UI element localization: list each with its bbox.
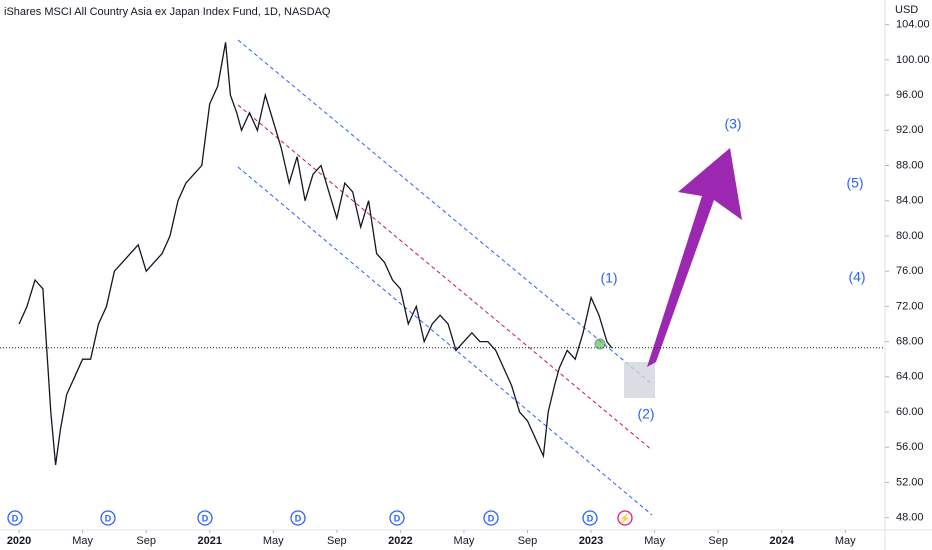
y-tick-label: 104.00 xyxy=(896,19,930,31)
wave-label: (5) xyxy=(846,175,863,191)
x-tick-label: May xyxy=(263,535,284,547)
y-tick-label: 56.00 xyxy=(896,441,924,453)
y-tick-label: 52.00 xyxy=(896,476,924,488)
dividend-label: D xyxy=(394,513,401,523)
x-tick-label: Sep xyxy=(708,535,728,547)
dividend-icon xyxy=(7,510,23,526)
x-tick-label: 2023 xyxy=(579,535,603,547)
wave-label: (4) xyxy=(848,269,865,285)
y-tick-label: 64.00 xyxy=(896,371,924,383)
dividend-label: D xyxy=(202,513,209,523)
currency-label: USD xyxy=(895,4,918,16)
x-tick-label: Sep xyxy=(136,535,156,547)
dividend-icon xyxy=(197,510,213,526)
x-tick-label: Sep xyxy=(518,535,538,547)
chart-title: iShares MSCI All Country Asia ex Japan I… xyxy=(4,6,331,18)
signal-marker xyxy=(594,338,606,350)
dividend-icon xyxy=(483,510,499,526)
y-tick-label: 92.00 xyxy=(896,124,924,136)
channel xyxy=(237,39,653,516)
wave-label: (3) xyxy=(724,116,741,132)
dividend-label: D xyxy=(587,513,594,523)
x-tick-label: May xyxy=(454,535,475,547)
earnings-icon xyxy=(617,510,633,526)
x-tick-label: May xyxy=(72,535,93,547)
x-tick-label: 2024 xyxy=(769,535,794,547)
x-tick-label: May xyxy=(644,535,665,547)
target-box xyxy=(624,362,655,398)
channel-lower xyxy=(237,166,653,516)
y-tick-label: 96.00 xyxy=(896,89,924,101)
x-tick-label: May xyxy=(835,535,856,547)
x-tick-label: Sep xyxy=(327,535,347,547)
dividend-icon xyxy=(582,510,598,526)
y-tick-label: 60.00 xyxy=(896,406,924,418)
y-tick-label: 68.00 xyxy=(896,336,924,348)
dividend-icon xyxy=(100,510,116,526)
earnings-label: ⚡ xyxy=(619,512,630,524)
y-tick-label: 80.00 xyxy=(896,230,924,242)
x-tick-label: 2022 xyxy=(388,535,412,547)
y-tick-label: 100.00 xyxy=(896,54,930,66)
x-tick-label: 2021 xyxy=(197,535,221,547)
y-tick-label: 72.00 xyxy=(896,300,924,312)
price-line xyxy=(18,42,613,465)
x-tick-label: 2020 xyxy=(7,535,31,547)
wave-label: (2) xyxy=(637,406,654,422)
channel-upper xyxy=(237,39,653,385)
plot xyxy=(18,42,613,465)
dividend-label: D xyxy=(295,513,302,523)
dividend-label: D xyxy=(12,513,19,523)
y-tick-label: 88.00 xyxy=(896,159,924,171)
dividend-label: D xyxy=(488,513,495,523)
projection-arrow xyxy=(647,148,742,367)
wave-label: (1) xyxy=(600,270,617,286)
y-tick-label: 84.00 xyxy=(896,195,924,207)
dividend-label: D xyxy=(105,513,112,523)
dividend-icon xyxy=(389,510,405,526)
y-tick-label: 76.00 xyxy=(896,265,924,277)
dividend-icon xyxy=(290,510,306,526)
channel-median xyxy=(237,104,653,451)
y-tick-label: 48.00 xyxy=(896,512,924,524)
